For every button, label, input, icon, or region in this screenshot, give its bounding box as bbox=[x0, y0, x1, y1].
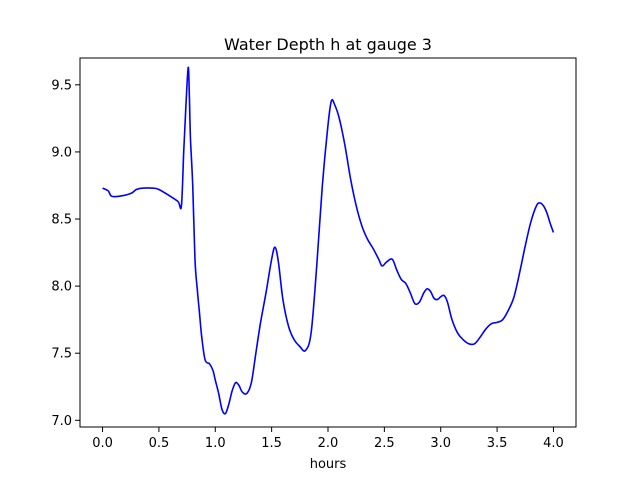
x-tick-label: 2.5 bbox=[374, 436, 395, 451]
x-tick-label: 1.0 bbox=[205, 436, 226, 451]
y-axis: 7.0 7.5 8.0 8.5 9.0 9.5 bbox=[51, 78, 80, 429]
x-tick-label: 4.0 bbox=[543, 436, 564, 451]
series-line-0 bbox=[102, 66, 555, 415]
y-tick-label: 9.5 bbox=[51, 78, 72, 93]
plot-background bbox=[80, 58, 576, 427]
x-tick-label: 3.5 bbox=[487, 436, 508, 451]
y-tick-label: 8.0 bbox=[51, 280, 72, 295]
y-tick-label: 9.0 bbox=[51, 145, 72, 160]
y-tick-label: 8.5 bbox=[51, 213, 72, 228]
y-tick-label: 7.0 bbox=[51, 414, 72, 429]
plot-frame bbox=[79, 57, 577, 428]
x-axis: 0.0 0.5 1.0 1.5 2.0 2.5 3.0 3.5 4.0 bbox=[92, 427, 564, 451]
x-tick-label: 1.5 bbox=[261, 436, 282, 451]
series-group bbox=[102, 66, 555, 415]
x-tick-label: 0.5 bbox=[149, 436, 170, 451]
x-tick-label: 0.0 bbox=[92, 436, 113, 451]
x-tick-label: 3.0 bbox=[430, 436, 451, 451]
chart-title: Water Depth h at gauge 3 bbox=[224, 35, 432, 54]
x-tick-label: 2.0 bbox=[318, 436, 339, 451]
y-tick-label: 7.5 bbox=[51, 347, 72, 362]
x-axis-label: hours bbox=[310, 457, 347, 472]
